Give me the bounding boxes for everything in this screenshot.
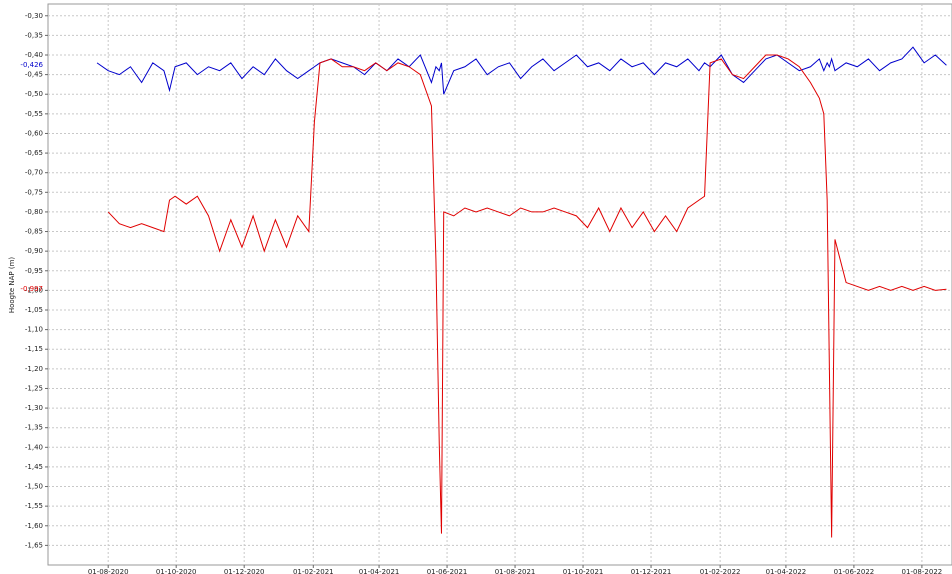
x-tick-label: 01-06-2021 <box>427 568 468 574</box>
y-tick-label: -1,30 <box>25 404 43 412</box>
y-tick-label: -0,35 <box>25 31 43 39</box>
y-tick-label: -0,95 <box>25 267 43 275</box>
y-tick-label: -1,10 <box>25 326 43 334</box>
x-tick-label: 01-08-2020 <box>88 568 129 574</box>
x-tick-label: 01-08-2021 <box>495 568 536 574</box>
y-tick-label: -1,45 <box>25 463 43 471</box>
y-tick-label: -0,65 <box>25 149 43 157</box>
x-tick-label: 01-04-2021 <box>359 568 400 574</box>
y-tick-label: -1,20 <box>25 365 43 373</box>
y-tick-label: -1,40 <box>25 443 43 451</box>
y-tick-label: -0,75 <box>25 188 43 196</box>
y-tick-label: -1,35 <box>25 424 43 432</box>
y-tick-label: -0,80 <box>25 208 43 216</box>
x-tick-label: 01-04-2022 <box>766 568 807 574</box>
line <box>96 46 947 95</box>
y-tick-label: -0,85 <box>25 228 43 236</box>
y-tick-label: -1,65 <box>25 541 43 549</box>
y-tick-label: -0,30 <box>25 12 43 20</box>
y-tick-label: -1,55 <box>25 502 43 510</box>
x-tick-label: 01-10-2020 <box>156 568 197 574</box>
x-tick-label: 01-02-2022 <box>700 568 741 574</box>
y-tick-label: -1,60 <box>25 522 43 530</box>
y-tick-label: -1,15 <box>25 345 43 353</box>
y-tick-label: -0,45 <box>25 71 43 79</box>
y-tick-label: -0,90 <box>25 247 43 255</box>
x-tick-label: 01-08-2022 <box>902 568 943 574</box>
y-tick-label: -1,00 <box>25 286 43 294</box>
plot-area <box>47 3 952 566</box>
y-tick-label: -0,40 <box>25 51 43 59</box>
y-tick-label: -1,25 <box>25 384 43 392</box>
x-tick-label: 01-10-2021 <box>563 568 604 574</box>
x-tick-label: 01-06-2022 <box>834 568 875 574</box>
line <box>107 54 947 538</box>
current-value-label: -0,426 <box>20 61 43 69</box>
y-tick-label: -1,05 <box>25 306 43 314</box>
y-axis-label: Hoogte NAP (m) <box>8 257 16 314</box>
y-tick-label: -0,50 <box>25 90 43 98</box>
y-tick-label: -0,60 <box>25 129 43 137</box>
x-tick-label: 01-12-2021 <box>631 568 672 574</box>
y-tick-label: -0,70 <box>25 169 43 177</box>
y-tick-label: -1,50 <box>25 483 43 491</box>
y-tick-label: -0,55 <box>25 110 43 118</box>
current-value-label: -0,997 <box>20 285 43 293</box>
x-tick-label: 01-12-2020 <box>224 568 265 574</box>
x-tick-label: 01-02-2021 <box>293 568 334 574</box>
